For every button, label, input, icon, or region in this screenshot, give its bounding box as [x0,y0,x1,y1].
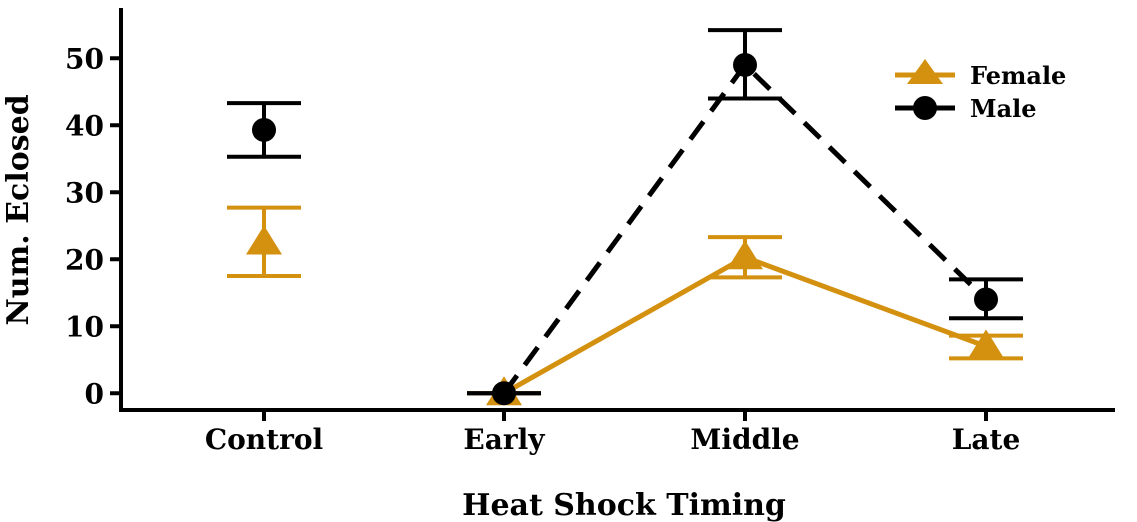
y-tick-label: 10 [65,310,104,343]
y-tick-label: 50 [65,42,104,75]
x-tick-label: Middle [690,423,799,456]
legend-label-male: Male [970,94,1037,123]
y-tick-label: 30 [65,176,104,209]
legend-label-female: Female [970,61,1066,90]
series-female [227,205,1023,406]
data-point-circle [252,117,276,142]
y-axis-title: Num. Eclosed [1,94,36,325]
legend-female-triangle-icon [907,59,943,84]
data-point-triangle [727,240,763,270]
data-point-circle [974,287,998,312]
y-tick-label: 0 [85,377,104,410]
data-point-triangle [968,329,1004,359]
legend-item-female: Female [895,59,1066,90]
x-axis-title: Heat Shock Timing [462,488,786,522]
series-line-male [501,61,988,395]
series-male [227,28,1023,406]
ticks-layer: 0 10 20 30 40 50 Control Early Middle Late [65,42,1020,456]
legend: Female Male [895,59,1066,123]
x-tick-label: Early [463,423,545,456]
data-point-triangle [246,225,282,255]
x-tick-label: Control [205,423,323,456]
y-tick-label: 20 [65,243,104,276]
series-layer [227,28,1023,406]
legend-male-circle-icon [913,96,937,120]
data-point-circle [733,52,757,77]
legend-item-male: Male [895,94,1037,123]
x-tick-label: Late [952,423,1021,456]
y-tick-label: 40 [65,109,104,142]
data-point-circle [492,381,516,406]
axes-layer [119,8,1115,412]
